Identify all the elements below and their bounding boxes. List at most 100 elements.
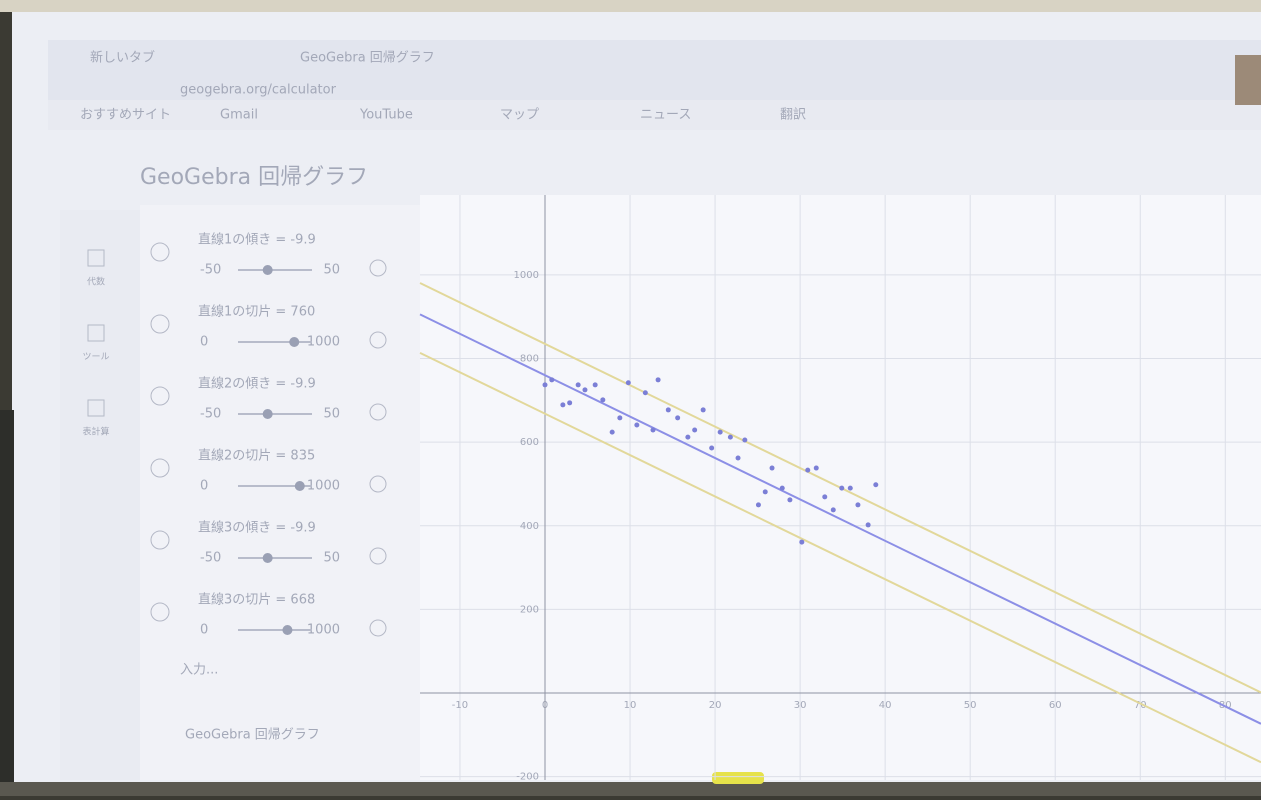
toggle[interactable] (150, 458, 170, 478)
play-button[interactable] (369, 259, 387, 277)
bookmark[interactable]: 翻訳 (780, 108, 806, 123)
data-point (625, 380, 631, 386)
data-point (727, 434, 733, 440)
y-tick-label: 800 (520, 353, 539, 364)
slider-label: 直線2の切片 = 835 (198, 448, 315, 464)
slider-min: 0 (200, 335, 208, 350)
slider-thumb[interactable] (262, 553, 273, 563)
data-point (609, 429, 615, 435)
play-button[interactable] (369, 619, 387, 637)
input-placeholder[interactable]: 入力... (180, 663, 218, 678)
data-point (560, 402, 566, 408)
browser-tabs-bar (48, 40, 1261, 100)
data-point (675, 415, 681, 421)
data-point (575, 382, 581, 388)
bookmark[interactable]: YouTube (359, 108, 413, 123)
slider-thumb[interactable] (289, 337, 300, 347)
data-point (847, 485, 853, 491)
x-tick-label: 60 (1049, 700, 1062, 711)
data-point (567, 400, 573, 406)
play-button[interactable] (369, 331, 387, 349)
data-point (742, 437, 748, 443)
data-point (839, 485, 845, 491)
slider-label: 直線1の切片 = 760 (198, 304, 315, 320)
toggle[interactable] (150, 386, 170, 406)
url[interactable]: geogebra.org/calculator (180, 83, 337, 98)
algebra-panel (140, 205, 420, 780)
profile-box (1235, 55, 1261, 105)
slider-label: 直線1の傾き = -9.9 (198, 232, 316, 248)
slider-max: 1000 (307, 623, 340, 638)
data-point (650, 427, 656, 433)
data-point (642, 390, 648, 396)
y-tick-label: 600 (520, 437, 539, 448)
slider-label: 直線2の傾き = -9.9 (198, 376, 316, 392)
y-tick-label: 200 (520, 604, 539, 615)
data-point (692, 427, 698, 433)
x-tick-label: 50 (964, 700, 977, 711)
app-title: GeoGebra 回帰グラフ (140, 165, 368, 190)
slider-min: -50 (200, 551, 221, 566)
data-point (769, 465, 775, 471)
play-button[interactable] (369, 475, 387, 493)
data-point (735, 455, 741, 461)
data-point (600, 397, 606, 403)
bookmark[interactable]: おすすめサイト (80, 108, 171, 123)
slider-label: 直線3の切片 = 668 (198, 592, 315, 608)
sidebar-icon[interactable] (87, 399, 105, 417)
y-tick-label: 1000 (514, 270, 539, 281)
x-tick-label: -10 (452, 700, 468, 711)
data-point (830, 507, 836, 513)
data-point (799, 539, 805, 545)
play-button[interactable] (369, 403, 387, 421)
slider-min: 0 (200, 623, 208, 638)
slider-thumb[interactable] (294, 481, 305, 491)
data-point (813, 465, 819, 471)
marker (712, 772, 764, 784)
sidebar-icon[interactable] (87, 324, 105, 342)
sidebar-icon[interactable] (87, 249, 105, 267)
bookmarks-bar (48, 100, 1261, 130)
data-point (873, 482, 879, 488)
data-point (865, 522, 871, 528)
data-point (685, 434, 691, 440)
tab-title[interactable]: 新しいタブ (90, 50, 155, 66)
slider-thumb[interactable] (282, 625, 293, 635)
toggle[interactable] (150, 602, 170, 622)
slider-label: 直線3の傾き = -9.9 (198, 520, 316, 536)
data-point (665, 407, 671, 413)
play-button[interactable] (369, 547, 387, 565)
bookmark[interactable]: Gmail (220, 108, 258, 123)
sidebar-label[interactable]: 代数 (87, 276, 105, 288)
sidebar-label[interactable]: ツール (82, 353, 109, 363)
tab-title[interactable]: GeoGebra 回帰グラフ (300, 50, 435, 66)
data-point (762, 489, 768, 495)
data-point (592, 382, 598, 388)
toggle[interactable] (150, 314, 170, 334)
toggle[interactable] (150, 242, 170, 262)
data-point (709, 445, 715, 451)
slider-thumb[interactable] (262, 265, 273, 275)
data-point (655, 377, 661, 383)
slider-min: 0 (200, 479, 208, 494)
x-tick-label: 10 (624, 700, 637, 711)
slider-min: -50 (200, 263, 221, 278)
bookmark[interactable]: ニュース (640, 108, 691, 123)
data-point (822, 494, 828, 500)
frame-bottom (0, 782, 1261, 796)
slider-thumb[interactable] (262, 409, 273, 419)
slider-max: 50 (323, 407, 340, 422)
data-point (779, 485, 785, 491)
toggle[interactable] (150, 530, 170, 550)
y-tick-label: 400 (520, 521, 539, 532)
sidebar-label[interactable]: 表計算 (82, 426, 109, 438)
footer: GeoGebra 回帰グラフ (185, 727, 320, 743)
x-tick-label: 20 (709, 700, 722, 711)
data-point (805, 467, 811, 473)
data-point (617, 415, 623, 421)
slider-max: 50 (323, 263, 340, 278)
data-point (755, 502, 761, 508)
bookmark[interactable]: マップ (500, 108, 539, 123)
slider-max: 1000 (307, 479, 340, 494)
